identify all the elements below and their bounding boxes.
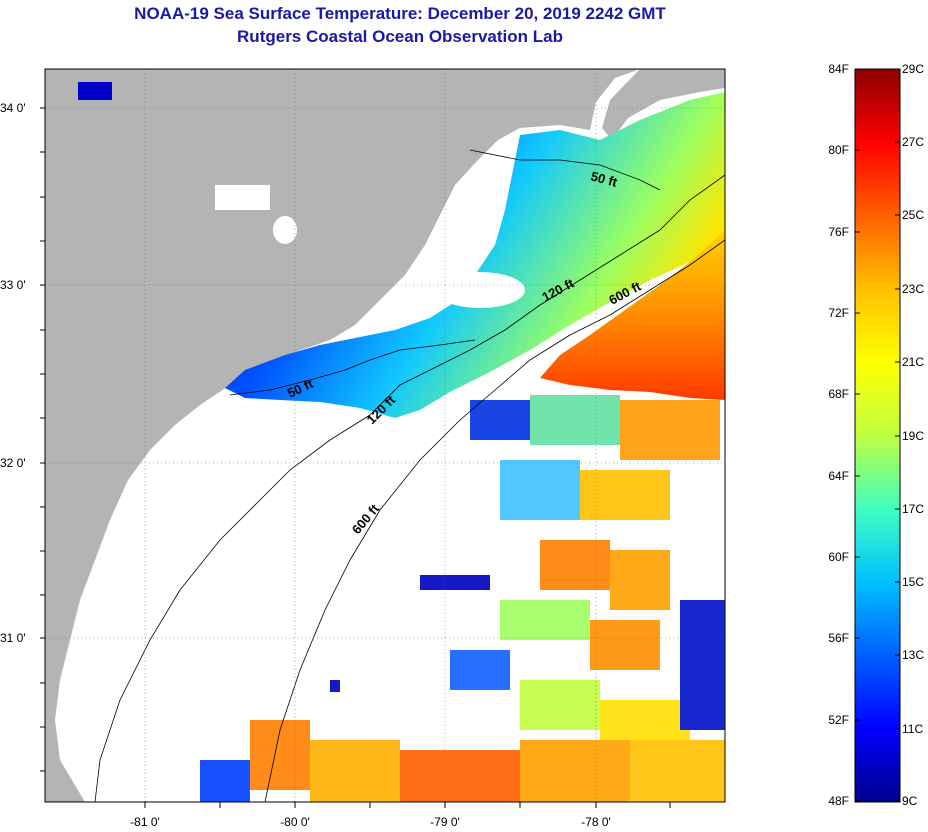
lat-tick-label: 31 0' [0, 631, 26, 645]
contour-120ft [94, 174, 725, 802]
lon-tick-label: -80 0' [280, 815, 310, 829]
colorbar-f-label: 48F [828, 794, 849, 808]
map-frame [44, 68, 726, 803]
cloud-patch [273, 216, 297, 244]
lon-tick-label: -79 0' [430, 815, 460, 829]
contour-label: 50 ft [589, 168, 619, 190]
outer-banks [602, 69, 725, 140]
axis-ticks [40, 107, 671, 808]
colorbar-c-label: 27C [902, 135, 924, 149]
colorbar-c-label: 25C [902, 208, 924, 222]
colorbar: 84F 80F 76F 72F 68F 64F 60F 56F 52F 48F … [828, 62, 924, 808]
colorbar-f-label: 84F [828, 62, 849, 76]
colorbar-f-label: 52F [828, 713, 849, 727]
contour-600ft [264, 239, 725, 802]
lon-tick-label: -81 0' [130, 815, 160, 829]
graticule [45, 69, 725, 802]
colorbar-c-label: 21C [902, 355, 924, 369]
lon-tick-label: -78 0' [581, 815, 611, 829]
sst-shelf-band [225, 92, 725, 418]
colorbar-f-label: 72F [828, 306, 849, 320]
map-title: NOAA-19 Sea Surface Temperature: Decembe… [134, 4, 666, 23]
colorbar-f-label: 76F [828, 225, 849, 239]
cloud-patch [215, 185, 270, 210]
cloud-patch [435, 272, 525, 308]
colorbar-c-label: 19C [902, 429, 924, 443]
colorbar-c-label: 15C [902, 575, 924, 589]
sst-offshore-patches [200, 395, 725, 802]
land-mass [45, 69, 640, 802]
colorbar-c-label: 11C [902, 722, 923, 736]
lat-tick-label: 33 0' [0, 278, 26, 292]
colorbar-c-label: 29C [902, 62, 924, 76]
inland-water [78, 82, 112, 100]
colorbar-c-label: 13C [902, 648, 924, 662]
colorbar-c-label: 17C [902, 502, 924, 516]
colorbar-f-label: 56F [828, 631, 849, 645]
colorbar-f-label: 68F [828, 387, 849, 401]
lat-tick-label: 32 0' [0, 456, 26, 470]
colorbar-f-label: 64F [828, 469, 849, 483]
colorbar-f-label: 60F [828, 550, 849, 564]
colorbar-f-label: 80F [828, 143, 849, 157]
colorbar-c-label: 23C [902, 282, 924, 296]
contour-50ft [229, 149, 661, 396]
lat-tick-label: 34 0' [0, 101, 26, 115]
colorbar-c-label: 9C [902, 794, 918, 808]
colorbar-gradient [854, 68, 901, 803]
map-subtitle: Rutgers Coastal Ocean Observation Lab [237, 27, 563, 46]
map-area: 50 ft 120 ft 600 ft 50 ft 120 ft 600 ft [45, 69, 725, 802]
